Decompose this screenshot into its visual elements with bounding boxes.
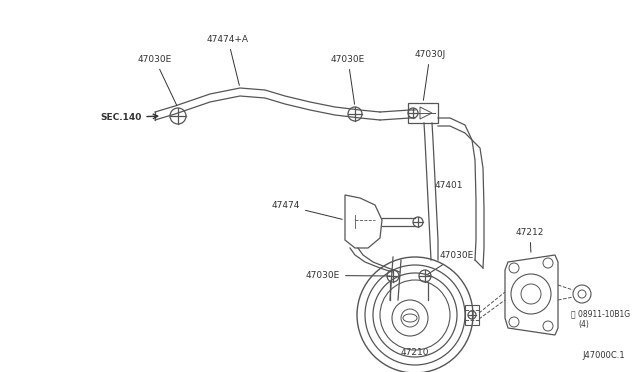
Text: (4): (4) (578, 321, 589, 330)
Text: 47474+A: 47474+A (207, 35, 249, 85)
Text: SEC.140: SEC.140 (100, 113, 157, 122)
Text: 47030E: 47030E (428, 251, 474, 275)
Text: 47030J: 47030J (414, 50, 445, 100)
Text: 47030E: 47030E (138, 55, 177, 106)
Bar (408, 103, 438, 123)
Text: 47212: 47212 (516, 228, 544, 252)
Bar (465, 305, 479, 325)
Text: 47030E: 47030E (306, 271, 390, 280)
Text: J47000C.1: J47000C.1 (582, 351, 625, 360)
Text: Ⓝ 08911-10B1G: Ⓝ 08911-10B1G (571, 310, 630, 318)
Text: 47474: 47474 (271, 201, 342, 219)
Text: 47030E: 47030E (331, 55, 365, 104)
Text: 47210: 47210 (401, 348, 429, 357)
Text: 47401: 47401 (435, 180, 463, 189)
